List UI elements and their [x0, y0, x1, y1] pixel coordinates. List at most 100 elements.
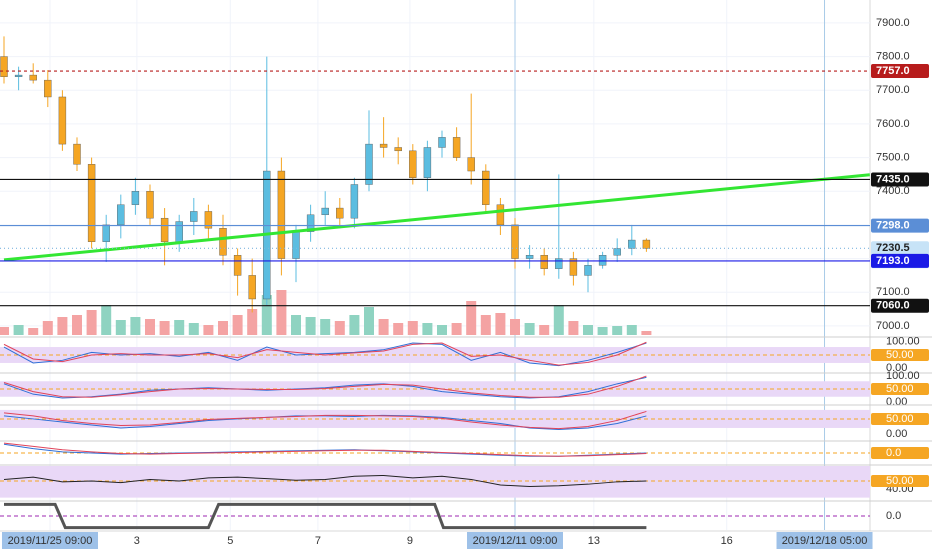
volume-bar [276, 290, 287, 335]
candle-body [540, 255, 548, 269]
candle-body [102, 224, 110, 242]
volume-bar [451, 323, 462, 335]
volume-bar [480, 315, 491, 335]
y-tick-label: 7900.0 [876, 17, 910, 29]
x-tick-label: 7 [315, 535, 321, 547]
candle-body [482, 170, 490, 205]
price-label-box [871, 253, 929, 268]
volume-bar [583, 325, 593, 335]
candle-body [365, 143, 373, 185]
pane-tick-label: 0.00 [886, 396, 907, 408]
candle-body [160, 217, 169, 242]
volume-bar [320, 319, 331, 335]
volume-bar [218, 321, 228, 335]
y-tick-label: 7700.0 [876, 84, 910, 96]
y-tick-label: 7100.0 [876, 286, 910, 298]
indicator-line [3, 474, 647, 488]
volume-bar [641, 331, 652, 335]
candle-body [190, 211, 198, 222]
candle-body [613, 248, 621, 256]
candle-body [525, 255, 534, 259]
volume-bar [612, 326, 623, 335]
step-line [4, 502, 647, 530]
pane-ref-box [871, 475, 929, 488]
time-label-box [776, 532, 873, 549]
volume-bar [568, 321, 579, 335]
pane-tick-label: 100.00 [886, 370, 920, 382]
volume-bar [305, 317, 316, 335]
volume-bar [28, 328, 39, 335]
candle-body [146, 191, 154, 219]
candle-body [642, 239, 651, 249]
candle-body [117, 204, 125, 226]
pane-ref-label: 0.0 [886, 447, 901, 459]
volume-bar [159, 321, 170, 335]
price-label: 7060.0 [876, 300, 910, 312]
y-tick-label: 7000.0 [876, 320, 910, 332]
volume-bar [291, 315, 301, 335]
volume-bar [130, 317, 141, 335]
time-axis [0, 531, 932, 550]
volume-bar [232, 315, 243, 335]
volume-bar [349, 315, 360, 335]
candle-body [452, 137, 461, 158]
volume-bar [422, 323, 433, 335]
candle-body [0, 56, 8, 77]
candle-body [467, 157, 475, 172]
pane-ref-label: 50.00 [886, 349, 914, 361]
indicator-line [3, 341, 647, 366]
trendline [3, 173, 870, 262]
candle-body [29, 74, 37, 81]
volume-bar [466, 301, 477, 335]
price-label: 7230.5 [876, 242, 910, 254]
volume-bar [247, 309, 258, 335]
volume-bar [364, 307, 374, 335]
volume-bar [407, 321, 418, 335]
candle-body [233, 255, 242, 276]
candle-body [44, 79, 52, 98]
price-label-box [871, 64, 929, 79]
candle-body [14, 74, 23, 77]
price-label-box [871, 218, 929, 233]
indicator-line [3, 375, 647, 398]
volume-bar [597, 327, 608, 335]
indicator-line [3, 442, 647, 457]
candle-body [598, 255, 607, 266]
candle-body [511, 224, 519, 259]
x-tick-label: 2019/12/18 05:00 [782, 535, 868, 547]
candle-body [277, 170, 286, 259]
volume-bar [145, 319, 155, 335]
volume-bar [378, 319, 389, 335]
volume-bar [524, 323, 535, 335]
volume-bar [174, 320, 185, 335]
x-tick-label: 13 [588, 535, 600, 547]
candle-body [175, 221, 183, 242]
candle-body [219, 228, 227, 256]
candle-body [306, 214, 315, 232]
pane-ref-label: 0.0 [886, 510, 901, 522]
price-label: 7435.0 [876, 173, 910, 185]
price-label: 7193.0 [876, 255, 910, 267]
candle-body [321, 207, 329, 216]
price-label: 7298.0 [876, 219, 910, 231]
pane-ref-box [871, 383, 929, 395]
x-tick-label: 5 [227, 535, 233, 547]
volume-bar [57, 317, 68, 335]
price-label-box [871, 172, 929, 187]
pane-ref-label: 50.00 [886, 383, 914, 395]
candle-body [87, 164, 96, 242]
volume-bar [86, 310, 97, 335]
candle-body [292, 231, 300, 259]
volume-bar [510, 319, 520, 335]
volume-bar [101, 305, 112, 335]
y-tick-label: 7400.0 [876, 185, 910, 197]
candle-body [350, 184, 359, 219]
x-tick-label: 2019/12/11 09:00 [473, 535, 558, 547]
price-label-box [871, 298, 929, 313]
volume-bar [115, 320, 126, 335]
candle-body [496, 204, 505, 226]
pane-ref-box [871, 412, 929, 425]
price-label: 7757.0 [876, 65, 910, 77]
y-tick-label: 7500.0 [876, 151, 910, 163]
